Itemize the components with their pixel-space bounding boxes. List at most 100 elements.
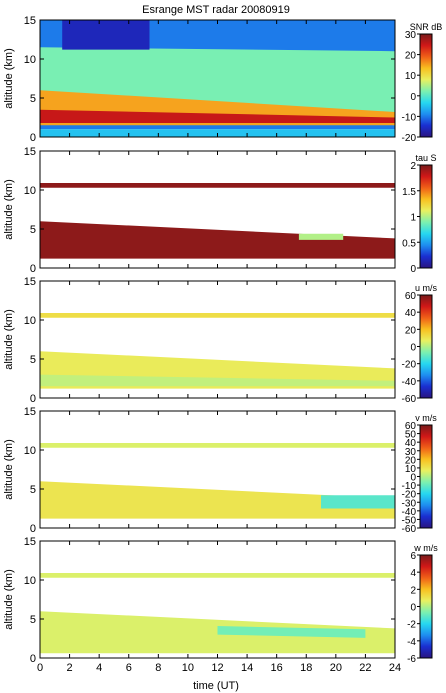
colorbar-label: w m/s	[413, 543, 438, 553]
y-tick-label: 5	[30, 354, 36, 366]
x-tick-label: 2	[67, 662, 73, 674]
y-tick-label: 10	[24, 315, 36, 327]
y-tick-label: 15	[24, 406, 36, 418]
colorbar-w: w m/s -6 -4 -2 0 2 4 6	[407, 543, 438, 665]
colorbar-tick-label: 2	[410, 585, 416, 596]
colorbar-label: v m/s	[415, 413, 437, 423]
plot-area-v	[40, 411, 395, 528]
x-tick-label: 14	[241, 662, 253, 674]
colorbar-tick-label: 0	[410, 264, 416, 275]
colorbar-label: tau S	[415, 153, 436, 163]
colorbar-tick-label: 50	[405, 430, 417, 441]
colorbar-snr: SNR dB -20 -10 0 10 20 30	[402, 22, 443, 144]
data-layer-tau-2	[298, 233, 344, 240]
panel-u: 0 5 10 15 altitude (km) u m/s -60 -40 -20 0 20 40 60	[3, 276, 437, 405]
panel-tau: 0 5 10 15 altitude (km) tau S 0 0.5 1 1.5 2	[3, 146, 437, 275]
colorbar-tick-label: 10	[405, 71, 417, 82]
colorbar-tick-label: 0.5	[402, 238, 416, 249]
colorbar-tick-label: 60	[405, 421, 417, 432]
y-tick-label: 0	[30, 393, 36, 405]
x-tick-label: 10	[182, 662, 194, 674]
colorbar-scale	[419, 294, 433, 399]
colorbar-tick-label: -60	[402, 524, 417, 535]
y-tick-label: 0	[30, 132, 36, 144]
colorbar-tick-label: 0	[410, 92, 416, 103]
colorbar-tick-label: 30	[405, 30, 417, 41]
data-layer-v-2	[321, 495, 395, 509]
plot-area-tau	[40, 151, 395, 268]
colorbar-tick-label: -6	[407, 654, 416, 665]
plot-area-w	[40, 541, 395, 658]
colorbar-tick-label: -10	[402, 481, 417, 492]
colorbar-tick-label: 4	[410, 568, 416, 579]
y-tick-label: 5	[30, 484, 36, 496]
panel-v: 0 5 10 15 altitude (km) v m/s -60-50-40-30-20-…	[3, 406, 437, 535]
y-tick-label: 10	[24, 445, 36, 457]
colorbar-tick-label: 2	[410, 161, 416, 172]
colorbar-tick-label: -60	[402, 394, 417, 405]
y-axis-label: altitude (km)	[3, 309, 15, 370]
x-tick-label: 12	[211, 662, 223, 674]
y-tick-label: 10	[24, 185, 36, 197]
colorbar-tick-label: -50	[402, 515, 417, 526]
data-layer-tau-1	[40, 183, 395, 188]
colorbar-tick-label: 10	[405, 464, 417, 475]
x-tick-label: 8	[155, 662, 161, 674]
colorbar-tick-label: 60	[405, 291, 417, 302]
colorbar-scale	[419, 33, 433, 138]
colorbar-tick-label: 1	[410, 213, 416, 224]
data-layer-snr-5	[62, 20, 150, 50]
colorbar-tick-label: 1.5	[402, 187, 416, 198]
y-tick-label: 0	[30, 263, 36, 275]
data-layer-snr-1	[40, 47, 395, 126]
colorbar-tick-label: -2	[407, 620, 416, 631]
y-tick-label: 15	[24, 146, 36, 158]
data-layer-u-2	[40, 374, 395, 387]
colorbar-tick-label: 0	[410, 343, 416, 354]
x-tick-label: 4	[96, 662, 102, 674]
x-tick-label: 20	[330, 662, 342, 674]
x-tick-label: 24	[389, 662, 401, 674]
colorbar-tick-label: 40	[405, 438, 417, 449]
y-axis-label: altitude (km)	[3, 48, 15, 109]
x-tick-label: 16	[271, 662, 283, 674]
colorbar-tick-label: 0	[410, 603, 416, 614]
colorbar-tick-label: -4	[407, 637, 416, 648]
data-layer-u-1	[40, 313, 395, 318]
colorbar-tick-label: 6	[410, 551, 416, 562]
colorbar-label: u m/s	[415, 283, 438, 293]
y-tick-label: 5	[30, 224, 36, 236]
y-tick-label: 15	[24, 276, 36, 288]
data-layer-tau-0	[40, 221, 395, 259]
colorbar-tau: tau S 0 0.5 1 1.5 2	[402, 153, 436, 275]
y-tick-label: 0	[30, 653, 36, 665]
colorbar-u: u m/s -60 -40 -20 0 20 40 60	[402, 283, 438, 405]
colorbar-scale	[419, 424, 433, 529]
plot-area-snr	[40, 20, 395, 137]
colorbar-tick-label: 0	[410, 473, 416, 484]
y-tick-label: 5	[30, 614, 36, 626]
y-tick-label: 10	[24, 54, 36, 66]
colorbar-tick-label: -10	[402, 112, 417, 123]
data-layer-v-0	[40, 481, 395, 519]
colorbar-scale	[419, 164, 433, 269]
y-tick-label: 10	[24, 575, 36, 587]
colorbar-tick-label: 20	[405, 325, 417, 336]
figure-title: Esrange MST radar 20080919	[142, 4, 290, 16]
colorbar-tick-label: -20	[402, 490, 417, 501]
colorbar-tick-label: -20	[402, 133, 417, 144]
x-axis-label: time (UT)	[193, 680, 239, 692]
x-tick-label: 18	[300, 662, 312, 674]
colorbar-tick-label: -20	[402, 360, 417, 371]
y-tick-label: 15	[24, 536, 36, 548]
x-tick-label: 6	[126, 662, 132, 674]
x-tick-label: 22	[359, 662, 371, 674]
data-layer-w-2	[217, 626, 366, 638]
colorbar-tick-label: -40	[402, 377, 417, 388]
data-layer-v-1	[40, 443, 395, 448]
y-tick-label: 5	[30, 93, 36, 105]
colorbar-label: SNR dB	[410, 22, 443, 32]
